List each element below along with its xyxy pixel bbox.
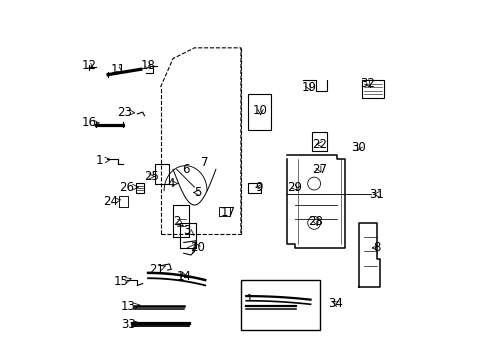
Bar [247,94,271,130]
Text: 5: 5 [194,186,202,199]
Text: 10: 10 [253,104,267,117]
Text: 31: 31 [368,188,384,201]
Text: 8: 8 [372,241,380,255]
Bar [241,280,319,330]
Bar [247,183,260,193]
Text: 22: 22 [311,138,326,151]
Text: 16: 16 [81,116,97,129]
Text: 20: 20 [190,241,205,255]
Text: 27: 27 [311,163,326,176]
Text: 33: 33 [121,318,136,331]
Text: 18: 18 [141,59,155,72]
Text: 4: 4 [167,177,175,190]
Text: 17: 17 [221,206,235,219]
Text: 32: 32 [360,77,374,90]
Bar [312,132,326,152]
Text: 25: 25 [144,170,159,183]
Text: 11: 11 [110,63,125,76]
Text: 3: 3 [183,224,191,237]
Text: 13: 13 [121,300,136,313]
Text: 23: 23 [117,105,132,119]
Bar [135,183,144,193]
Text: 30: 30 [351,141,366,154]
Text: 12: 12 [81,59,97,72]
Text: 2: 2 [173,215,180,228]
Bar [155,164,169,184]
Text: 9: 9 [255,181,262,194]
Text: 28: 28 [308,215,323,228]
Text: 26: 26 [119,181,134,194]
Text: 6: 6 [182,163,189,176]
Text: 34: 34 [327,297,342,310]
Text: 15: 15 [114,275,128,288]
Text: 7: 7 [201,156,208,168]
Text: 24: 24 [103,195,118,208]
Text: 14: 14 [176,270,191,283]
Text: 1: 1 [96,154,103,167]
Text: 21: 21 [149,263,164,276]
Text: 19: 19 [301,81,316,94]
Text: 29: 29 [286,181,302,194]
Bar [362,80,383,98]
